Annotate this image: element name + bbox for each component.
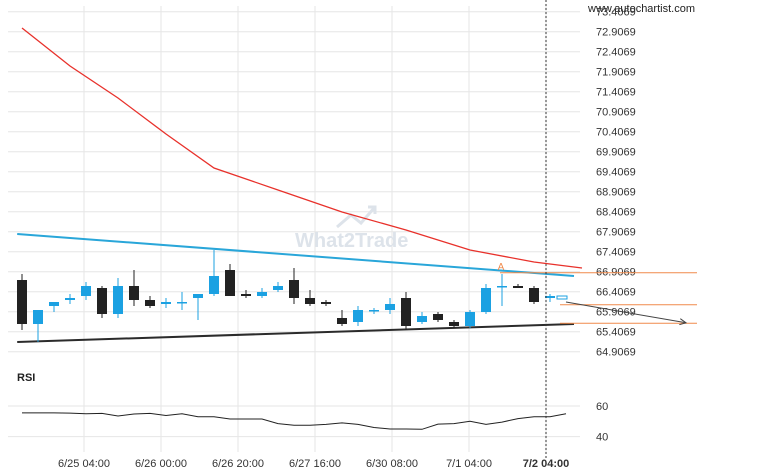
candle-body xyxy=(145,300,155,306)
candle-body xyxy=(161,302,171,304)
support-line xyxy=(17,323,575,343)
x-tick-label: 6/26 20:00 xyxy=(212,458,264,470)
candle-body xyxy=(321,302,331,304)
forecast-candle xyxy=(556,295,568,300)
y-tick-label: 71.9069 xyxy=(596,67,636,79)
candles xyxy=(17,250,555,342)
y-tick-label: 73.4069 xyxy=(596,7,636,19)
candle-body xyxy=(289,280,299,298)
rsi-line xyxy=(22,412,567,430)
candle-body xyxy=(337,318,347,324)
x-tick-label: 6/27 16:00 xyxy=(289,458,341,470)
candle-body xyxy=(177,302,187,304)
x-tick-label: 6/25 04:00 xyxy=(58,458,110,470)
candle-body xyxy=(305,298,315,304)
candle-body xyxy=(353,310,363,322)
candle-body xyxy=(545,296,555,298)
candle-body xyxy=(513,286,523,288)
candle-body xyxy=(449,322,459,326)
overlay: A xyxy=(498,262,568,300)
y-axis-labels: 73.4069 72.9069 72.4069 71.9069 71.4069 70.90… xyxy=(596,7,636,444)
watermark-text: What2Trade xyxy=(295,230,408,252)
candle-body xyxy=(49,302,59,306)
candle-body xyxy=(241,294,251,296)
y-tick-label: 67.4069 xyxy=(596,247,636,259)
candle-body xyxy=(417,316,427,322)
candle-body xyxy=(17,280,27,324)
x-tick-label: 7/2 04:00 xyxy=(523,458,569,470)
candle-body xyxy=(481,288,491,312)
rsi-tick-label: 40 xyxy=(596,432,608,444)
rsi-tick-label: 60 xyxy=(596,401,608,413)
site-label: www.autochartist.com xyxy=(587,3,695,15)
y-tick-label: 67.9069 xyxy=(596,227,636,239)
grid-lines xyxy=(8,6,580,452)
y-tick-label: 72.9069 xyxy=(596,27,636,39)
y-tick-label: 71.4069 xyxy=(596,87,636,99)
y-tick-label: 65.4069 xyxy=(596,327,636,339)
y-tick-label: 66.4069 xyxy=(596,287,636,299)
pattern-lines xyxy=(17,27,697,343)
ema-line xyxy=(21,27,583,269)
candle-body xyxy=(209,276,219,294)
candle-body xyxy=(193,294,203,298)
y-tick-label: 68.9069 xyxy=(596,187,636,199)
projection-arrowhead xyxy=(679,318,688,326)
candle-body xyxy=(529,288,539,302)
y-tick-label: 69.9069 xyxy=(596,147,636,159)
candle-body xyxy=(273,286,283,290)
candle-body xyxy=(81,286,91,296)
x-tick-label: 6/30 08:00 xyxy=(366,458,418,470)
watermark: What2Trade xyxy=(295,205,408,252)
candle-body xyxy=(129,286,139,300)
candle-body xyxy=(33,310,43,324)
candle-body xyxy=(385,304,395,310)
candle-body xyxy=(465,312,475,326)
candle-body xyxy=(369,310,379,312)
candle-body xyxy=(97,288,107,314)
y-tick-label: 64.9069 xyxy=(596,347,636,359)
y-tick-label: 70.4069 xyxy=(596,127,636,139)
candle-body xyxy=(497,286,507,288)
x-tick-label: 7/1 04:00 xyxy=(446,458,492,470)
candle-body xyxy=(113,286,123,314)
y-tick-label: 68.4069 xyxy=(596,207,636,219)
candle-body xyxy=(401,298,411,326)
candle-body xyxy=(257,292,267,296)
x-axis-labels: 6/25 04:00 6/26 00:00 6/26 20:00 6/27 16:00… xyxy=(58,458,569,470)
resistance-line xyxy=(17,233,575,277)
watermark-arrow-icon xyxy=(336,205,377,229)
candle-body xyxy=(433,314,443,320)
y-tick-label: 70.9069 xyxy=(596,107,636,119)
y-tick-label: 72.4069 xyxy=(596,47,636,59)
rsi-title: RSI xyxy=(17,372,35,384)
projection-line xyxy=(565,301,687,324)
candle-body xyxy=(225,270,235,296)
x-tick-label: 6/26 00:00 xyxy=(135,458,187,470)
pattern-label: A xyxy=(498,262,505,273)
rsi-panel xyxy=(22,412,567,430)
candle-body xyxy=(65,298,75,300)
y-tick-label: 69.4069 xyxy=(596,167,636,179)
y-tick-label: 65.9069 xyxy=(596,307,636,319)
